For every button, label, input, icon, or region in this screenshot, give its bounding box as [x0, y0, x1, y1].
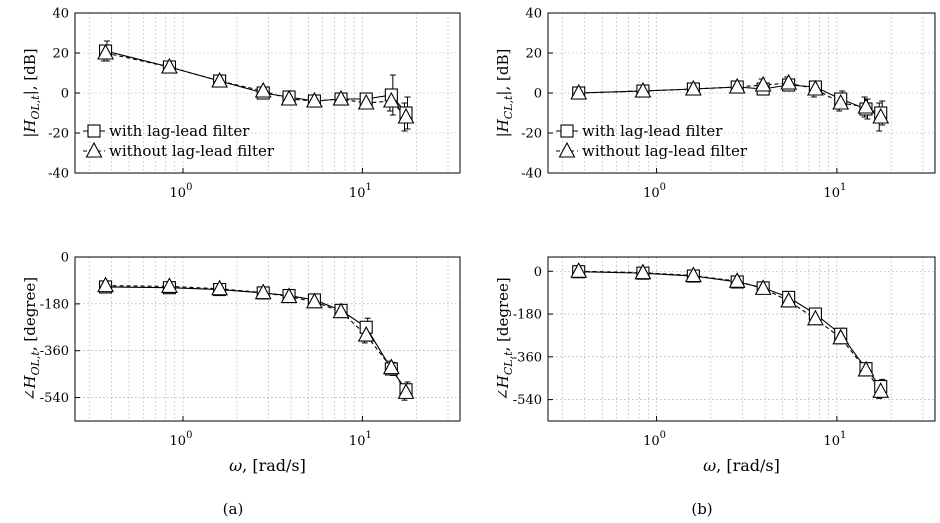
x-tick-label: 100 — [643, 182, 666, 201]
y-axis-label: ∠HCL,t, [degree] — [494, 277, 515, 401]
data-point-triangle — [97, 276, 114, 293]
x-tick-label: 100 — [170, 430, 193, 449]
series-line-without-filter — [578, 82, 882, 118]
series-line-without-filter — [105, 285, 407, 393]
x-tick-label: 101 — [349, 182, 372, 201]
data-point-triangle — [280, 287, 298, 304]
caption-a: (a) — [223, 500, 244, 518]
data-point-triangle — [634, 81, 652, 98]
data-point-triangle — [280, 89, 298, 106]
data-point-triangle — [305, 292, 323, 309]
legend-label: without lag-lead filter — [109, 142, 275, 160]
x-axis-label: ω, [rad/s] — [703, 456, 780, 475]
y-tick-label: -40 — [521, 167, 542, 182]
y-tick-label: 0 — [534, 87, 542, 102]
data-point-triangle — [97, 43, 114, 60]
y-tick-label: -40 — [48, 167, 69, 182]
x-tick-label: 101 — [823, 430, 846, 449]
data-point-triangle — [254, 283, 272, 300]
data-point-triangle — [728, 77, 746, 94]
data-point-triangle — [570, 83, 588, 100]
data-point-triangle — [397, 383, 415, 399]
data-point-triangle — [754, 75, 772, 92]
data-point-triangle — [634, 263, 652, 280]
data-point-triangle — [397, 107, 415, 124]
data-point-triangle — [780, 73, 798, 90]
data-point-triangle — [872, 107, 890, 124]
x-tick-label: 100 — [170, 182, 193, 201]
y-tick-label: 0 — [61, 251, 69, 266]
data-point-triangle — [305, 91, 323, 108]
data-point-triangle — [872, 382, 890, 398]
data-point-triangle — [728, 272, 746, 288]
y-tick-label: -540 — [40, 391, 69, 406]
y-tick-label: -20 — [48, 127, 69, 142]
data-point-triangle — [684, 266, 702, 283]
legend-square-icon — [87, 124, 101, 138]
data-point-triangle — [332, 302, 350, 319]
plot-frame — [547, 256, 936, 422]
data-point-triangle — [857, 360, 875, 377]
data-point-triangle — [857, 97, 875, 114]
y-tick-label: -360 — [40, 344, 69, 359]
y-tick-label: -540 — [513, 393, 542, 408]
data-point-triangle — [806, 309, 824, 326]
x-tick-label: 101 — [349, 430, 372, 449]
data-point-triangle — [684, 79, 702, 96]
y-tick-label: -180 — [513, 308, 542, 323]
y-tick-label: 20 — [52, 47, 69, 62]
x-axis-label: ω, [rad/s] — [229, 456, 306, 475]
plot-frame — [74, 256, 461, 422]
data-point-triangle — [832, 328, 850, 345]
legend-triangle-icon — [558, 141, 576, 158]
x-tick-label: 100 — [643, 430, 666, 449]
y-tick-label: 40 — [525, 7, 542, 22]
legend-label: with lag-lead filter — [109, 122, 250, 140]
legend-triangle-icon — [85, 141, 103, 158]
data-point-triangle — [832, 93, 850, 110]
data-point-triangle — [254, 81, 272, 98]
panel-b-phase: 0 -180 -360 -540 100 101 ω, [rad/s] ∠HCL,t, [de… — [494, 256, 936, 475]
y-tick-label: -360 — [513, 350, 542, 365]
panel-a-phase: 0 -180 -360 -540 100 101 ω, [rad/s] ∠HOL,t, [de… — [21, 251, 461, 475]
caption-b: (b) — [691, 500, 712, 518]
y-tick-label: 20 — [525, 47, 542, 62]
data-point-triangle — [211, 279, 229, 296]
data-point-triangle — [357, 325, 375, 342]
data-point-triangle — [161, 277, 178, 293]
series-line-without-filter — [105, 52, 407, 118]
data-point-triangle — [161, 57, 178, 74]
data-point-triangle — [382, 91, 400, 108]
data-point-triangle — [754, 279, 772, 295]
series-line-with-filter — [105, 286, 407, 391]
data-point-triangle — [332, 89, 350, 106]
x-tick-label: 101 — [823, 182, 846, 201]
y-axis-label: |HOL,t|, [dB] — [21, 48, 42, 137]
series-line-with-filter — [578, 271, 882, 387]
y-axis-label: |HCL,t|, [dB] — [494, 49, 515, 138]
y-axis-label: ∠HOL,t, [degree] — [21, 277, 42, 401]
legend-square-icon — [560, 124, 574, 138]
y-tick-label: -20 — [521, 127, 542, 142]
data-point-triangle — [357, 93, 375, 110]
y-tick-label: 40 — [52, 7, 69, 22]
data-point-triangle — [211, 71, 229, 88]
panel-a-magnitude: -40 -20 0 20 40 100 101 |HOL,t|, [dB] with lag-l… — [21, 7, 461, 201]
series-line-with-filter — [578, 84, 881, 114]
data-point-triangle — [382, 358, 400, 375]
y-tick-label: 0 — [61, 87, 69, 102]
legend-label: with lag-lead filter — [582, 122, 723, 140]
data-point-triangle — [780, 291, 798, 308]
legend-label: without lag-lead filter — [582, 142, 748, 160]
data-point-triangle — [806, 79, 824, 96]
data-point-triangle — [570, 262, 588, 278]
panel-b-magnitude: -40 -20 0 20 40 100 101 |HCL,t|, [dB] with lag-l… — [494, 7, 936, 201]
y-tick-label: -180 — [40, 297, 69, 312]
y-tick-label: 0 — [534, 265, 542, 280]
